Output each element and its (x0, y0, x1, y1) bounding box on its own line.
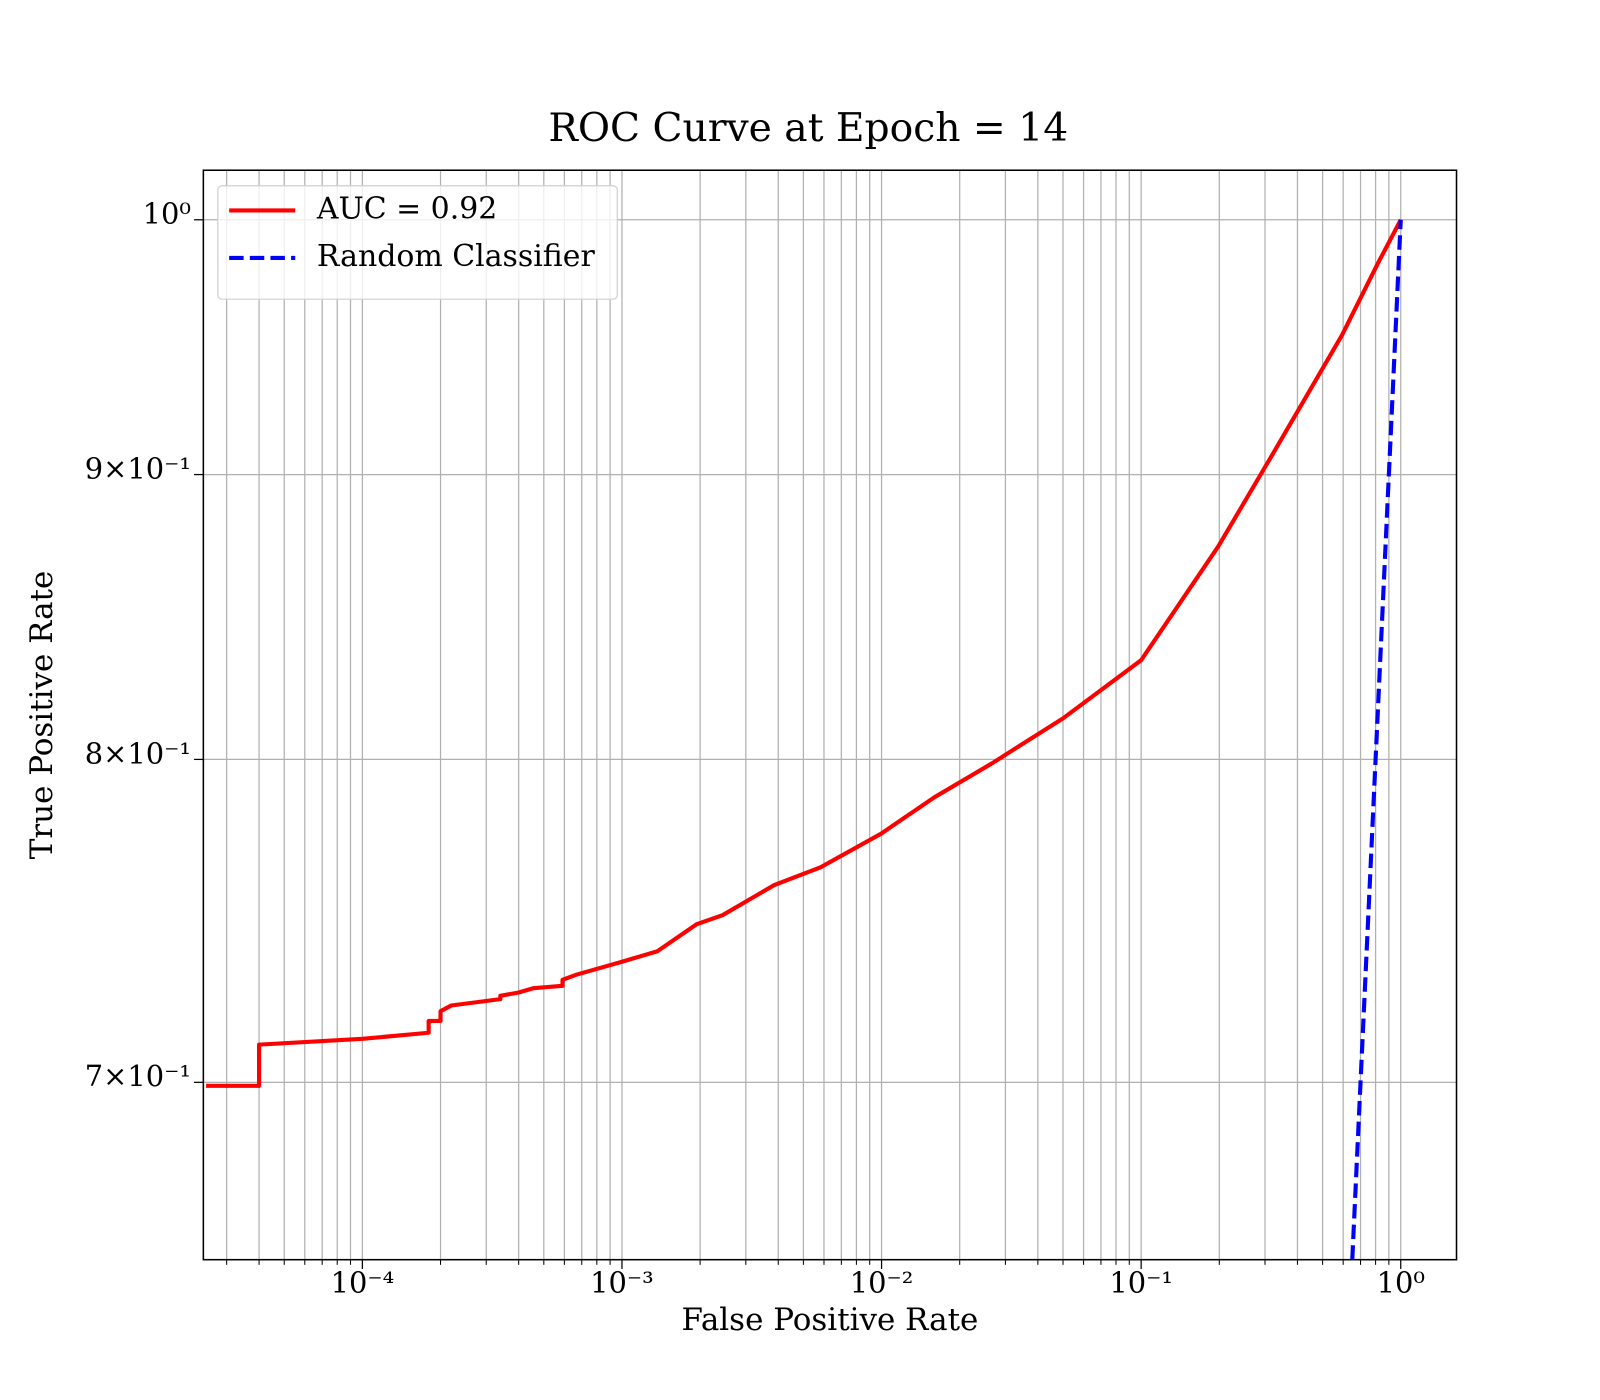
plot-lines (206, 218, 1403, 1260)
chart-title: ROC Curve at Epoch = 14 (548, 106, 1068, 151)
y-tick-label: 7×10⁻¹ (85, 1059, 191, 1093)
legend-box (217, 185, 618, 300)
y-tick-label: 10⁰ (143, 197, 191, 231)
plot-frame (202, 169, 1458, 1261)
grid (203, 170, 1457, 1260)
y-tick-label: 9×10⁻¹ (85, 451, 191, 485)
legend-label: Random Classifier (317, 239, 596, 274)
x-tick-label: 10⁻¹ (1109, 1265, 1173, 1299)
x-tick-label: 10⁰ (1377, 1265, 1425, 1299)
x-tick-label: 10⁻³ (590, 1265, 654, 1299)
legend-label: AUC = 0.92 (316, 191, 497, 226)
series-line (206, 218, 1403, 1088)
ticks: 10⁻⁴ 10⁻³ 10⁻² 10⁻¹ 10⁰ 10⁰ 9×10⁻¹ 8×10⁻¹ 7×10⁻¹ (85, 197, 1425, 1300)
x-tick-label: 10⁻² (850, 1265, 914, 1299)
y-tick-label: 8×10⁻¹ (85, 736, 191, 770)
x-tick-label: 10⁻⁴ (331, 1265, 395, 1299)
series-line (1350, 219, 1403, 1260)
legend: AUC = 0.92 Random Classifier (217, 185, 618, 300)
x-axis-label: False Positive Rate (681, 1302, 978, 1338)
y-axis-label: True Positive Rate (24, 571, 60, 860)
